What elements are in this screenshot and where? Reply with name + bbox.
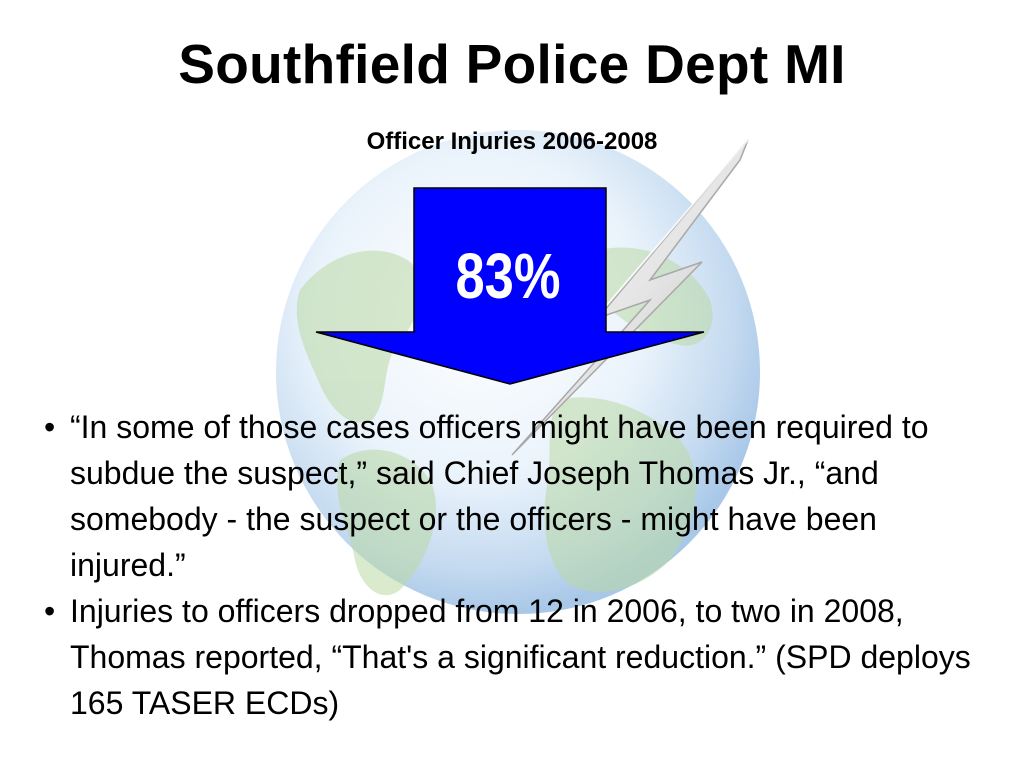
down-arrow-icon [315,187,705,385]
arrow-percentage: 83% [455,240,561,312]
bullet-list: • “In some of those cases officers might… [44,404,994,726]
bullet-text: “In some of those cases officers might h… [70,409,929,583]
bullet-item-quote: • “In some of those cases officers might… [44,404,994,588]
slide-title: Southfield Police Dept MI [178,33,846,95]
bullet-marker: • [44,409,56,445]
down-arrow: 83% [310,186,710,386]
slide-subtitle: Officer Injuries 2006-2008 [366,128,658,155]
bullet-text: Injuries to officers dropped from 12 in … [70,593,971,721]
bullet-marker: • [44,593,56,629]
bullet-item-statistic: • Injuries to officers dropped from 12 i… [44,588,994,726]
